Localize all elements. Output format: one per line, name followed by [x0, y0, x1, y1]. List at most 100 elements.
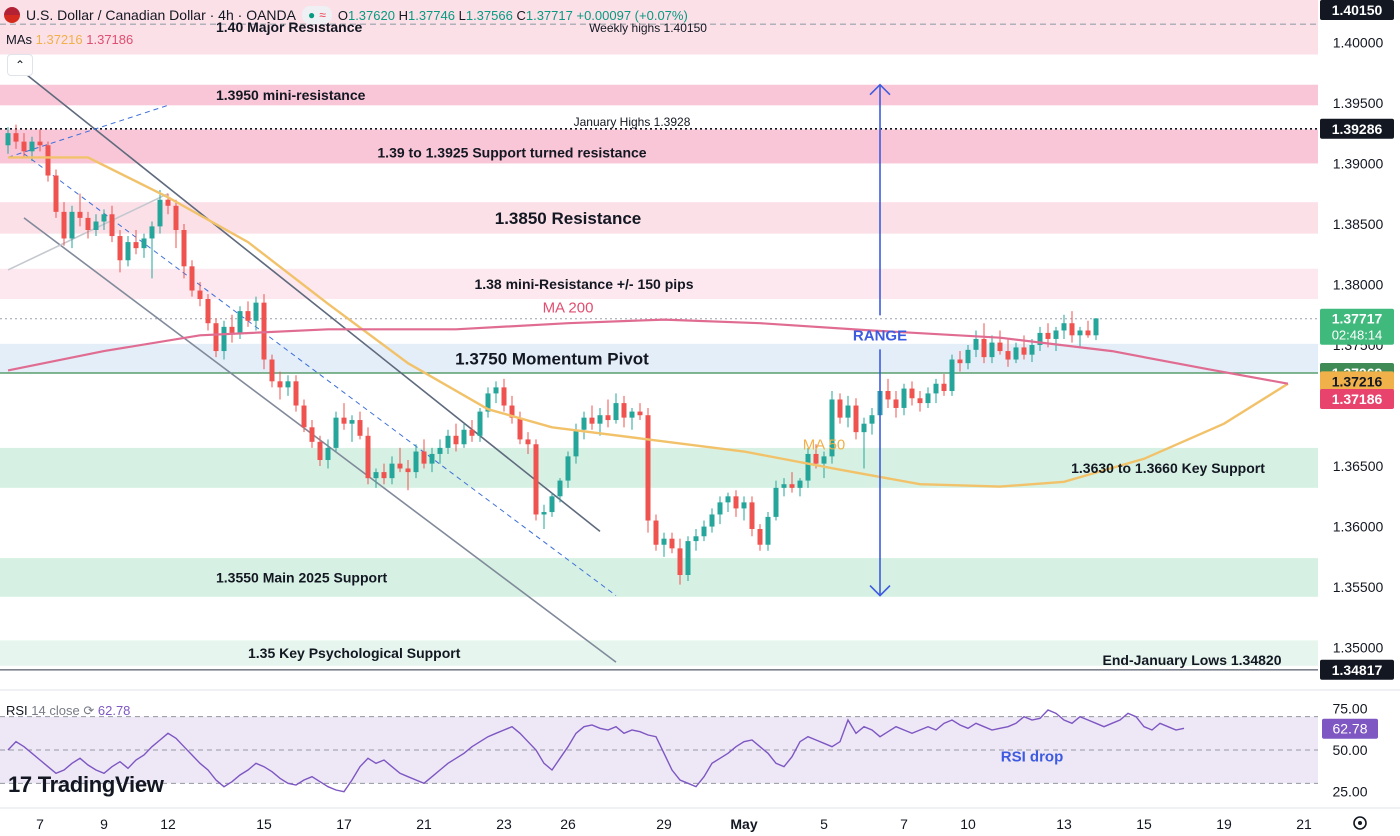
candle-body-5	[45, 145, 51, 176]
rsi-line	[7, 709, 1185, 793]
candle-body-73	[589, 417, 595, 424]
candle-body-110	[885, 391, 891, 400]
candle-114	[917, 391, 923, 412]
time-tick-4: 17	[336, 816, 352, 832]
tradingview-logo[interactable]: 17 TradingView	[8, 772, 164, 798]
candle-40	[325, 439, 331, 469]
time-tick-15: 19	[1216, 816, 1232, 832]
ma50-line	[8, 156, 1289, 488]
settings-gear-icon[interactable]	[1353, 816, 1367, 830]
candle-body-132	[1061, 323, 1067, 331]
change-value: +0.00097 (+0.07%)	[576, 7, 688, 23]
candle-18	[149, 221, 155, 279]
candle-body-99	[797, 480, 803, 488]
candle-body-8	[69, 211, 75, 239]
candle-48	[389, 456, 395, 485]
candle-body-4	[37, 141, 43, 146]
candle-body-123	[989, 342, 995, 358]
chart-header: U.S. Dollar / Canadian Dollar · 4h · OAN…	[0, 0, 1318, 32]
candle-85	[685, 536, 691, 582]
price-tick-4: 1.38000	[1333, 276, 1384, 292]
time-axis[interactable]: 7 9 12 15 17 21 23 26 29 May 5 7 10 13 15 19 21	[0, 807, 1400, 832]
candle-57	[461, 423, 467, 448]
candle-body-10	[85, 217, 91, 230]
time-tick-9: May	[730, 816, 757, 832]
candle-17	[141, 233, 147, 258]
candle-body-54	[437, 447, 443, 454]
zone-1	[0, 84, 1318, 106]
candle-body-118	[949, 359, 955, 391]
time-tick-8: 29	[656, 816, 672, 832]
candle-128	[1029, 338, 1035, 362]
channel-line-0	[23, 72, 601, 533]
candle-84	[677, 538, 683, 585]
candle-41	[333, 411, 339, 452]
refresh-icon[interactable]: ⟳	[83, 703, 95, 718]
candle-body-76	[613, 403, 619, 421]
time-tick-13: 13	[1056, 816, 1072, 832]
candle-80	[645, 407, 651, 533]
candle-92	[741, 496, 747, 521]
candle-body-131	[1053, 330, 1059, 339]
candle-body-13	[109, 214, 115, 237]
candle-73	[589, 405, 595, 430]
candle-42	[341, 403, 347, 430]
candle-body-136	[1093, 318, 1099, 336]
time-tick-1: 9	[100, 816, 108, 832]
candle-body-26	[213, 323, 219, 352]
candle-62	[501, 378, 507, 412]
candle-body-68	[549, 496, 555, 513]
candle-49	[397, 447, 403, 473]
candle-body-11	[93, 221, 99, 230]
candle-body-130	[1045, 332, 1051, 339]
price-tag-bg-1	[1320, 118, 1394, 139]
rsi-legend[interactable]: RSI 14 close ⟳ 62.78	[6, 703, 130, 719]
price-tick-2: 1.39000	[1333, 155, 1384, 171]
tradingview-mark-icon: 17	[8, 772, 32, 797]
candle-2	[21, 133, 27, 158]
candle-body-98	[789, 484, 795, 488]
candle-65	[525, 432, 531, 454]
candle-body-97	[781, 484, 787, 488]
candle-body-107	[861, 423, 867, 433]
range-arrow	[869, 83, 891, 597]
candle-body-127	[1021, 347, 1027, 355]
candle-body-75	[605, 415, 611, 421]
candle-body-45	[365, 435, 371, 479]
rsi-value-tag	[1322, 718, 1378, 739]
time-tick-2: 12	[160, 816, 176, 832]
zone-7	[0, 558, 1318, 597]
candle-107	[861, 417, 867, 469]
channel-line-4	[7, 104, 169, 158]
range-arrow-head-up	[869, 83, 891, 96]
candle-83	[669, 532, 675, 554]
time-tick-10: 5	[820, 816, 828, 832]
collapse-legend-button[interactable]: ⌃	[7, 54, 33, 76]
candle-body-2	[21, 141, 27, 152]
symbol-title[interactable]: U.S. Dollar / Canadian Dollar · 4h · OAN…	[26, 7, 296, 23]
rsi-annotation: RSI drop	[1001, 749, 1064, 766]
annotation-1: MA 50	[803, 436, 846, 453]
candle-body-20	[165, 199, 171, 206]
rsi-tick-0: 75.00	[1332, 700, 1367, 716]
logo-text: TradingView	[37, 772, 164, 797]
candle-82	[661, 532, 667, 557]
price-tag-4: 1.37216	[1320, 371, 1394, 392]
candle-body-49	[397, 463, 403, 469]
candle-body-100	[805, 453, 811, 481]
candle-body-55	[445, 435, 451, 448]
candle-102	[821, 451, 827, 479]
ohlc-values: O1.37620 H1.37746 L1.37566 C1.37717 +0.0…	[337, 7, 688, 23]
candle-121	[973, 330, 979, 358]
ma-legend[interactable]: MAs 1.37216 1.37186	[6, 32, 133, 47]
candle-0	[5, 127, 11, 154]
candle-body-104	[837, 399, 843, 418]
zone-label-3: 1.3850 Resistance	[495, 209, 642, 228]
candle-body-27	[221, 326, 227, 352]
market-status-pill[interactable]: ● ≈	[302, 6, 332, 24]
zone-3	[0, 202, 1318, 234]
price-tag-bg-2	[1320, 308, 1394, 345]
